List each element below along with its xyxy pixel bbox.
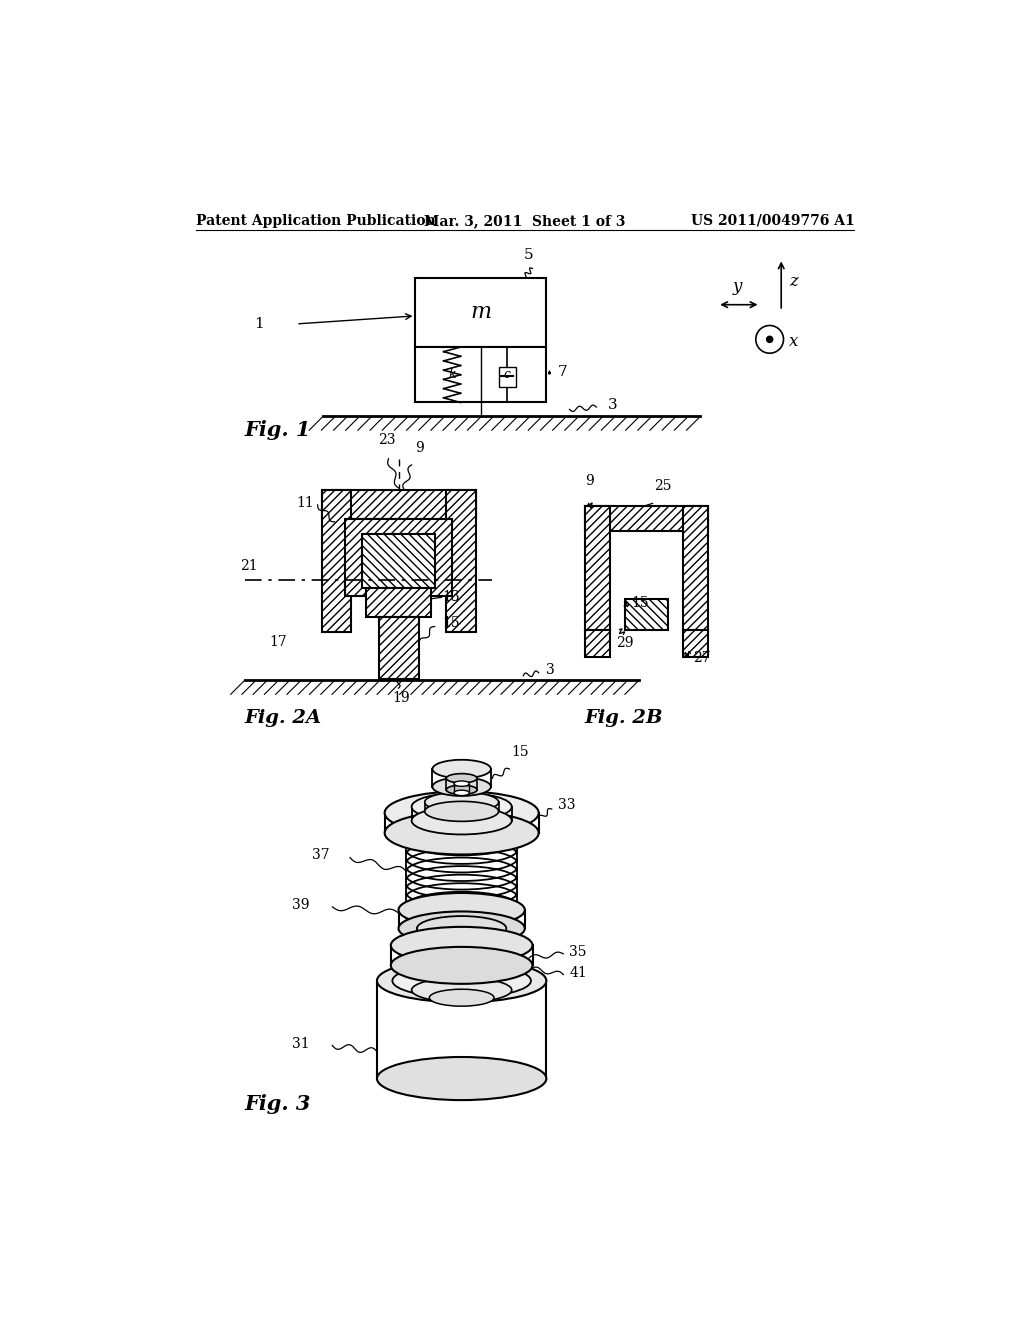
Text: 5: 5: [523, 248, 532, 261]
Ellipse shape: [417, 916, 506, 941]
Text: k: k: [449, 368, 456, 381]
Text: Fig. 2B: Fig. 2B: [585, 709, 664, 727]
Ellipse shape: [417, 933, 506, 958]
Bar: [379, 618, 419, 678]
Ellipse shape: [385, 792, 539, 834]
Text: 29: 29: [615, 636, 633, 649]
Ellipse shape: [446, 774, 477, 783]
Bar: [683, 507, 708, 631]
Text: Mar. 3, 2011  Sheet 1 of 3: Mar. 3, 2011 Sheet 1 of 3: [424, 214, 626, 228]
Ellipse shape: [392, 964, 531, 998]
Text: 33: 33: [558, 799, 575, 812]
Text: 9: 9: [585, 474, 594, 488]
Text: Fig. 1: Fig. 1: [245, 420, 311, 440]
Ellipse shape: [412, 807, 512, 834]
Ellipse shape: [398, 892, 525, 927]
Text: Patent Application Publication: Patent Application Publication: [196, 214, 435, 228]
Bar: [625, 599, 668, 630]
Text: 9: 9: [416, 441, 424, 455]
Ellipse shape: [377, 960, 547, 1002]
Text: 11: 11: [296, 496, 314, 511]
Bar: [416, 277, 547, 347]
Ellipse shape: [756, 326, 783, 354]
Text: 21: 21: [240, 560, 257, 573]
Ellipse shape: [432, 777, 490, 796]
Ellipse shape: [425, 792, 499, 812]
Text: 15: 15: [442, 616, 460, 631]
Bar: [345, 519, 453, 595]
Text: z: z: [788, 273, 798, 290]
Bar: [322, 490, 351, 632]
Text: 27: 27: [692, 651, 711, 665]
Text: 25: 25: [654, 479, 672, 494]
Text: 15: 15: [512, 744, 529, 759]
Text: 31: 31: [292, 1038, 310, 1051]
Text: 13: 13: [442, 590, 460, 605]
Ellipse shape: [454, 791, 469, 796]
Text: 7: 7: [558, 366, 567, 379]
Bar: [499, 367, 515, 387]
Bar: [446, 490, 475, 632]
Ellipse shape: [385, 812, 539, 854]
Ellipse shape: [377, 1057, 547, 1100]
Ellipse shape: [412, 978, 512, 1002]
Ellipse shape: [391, 946, 532, 983]
Bar: [683, 630, 708, 657]
Ellipse shape: [429, 989, 494, 1006]
Text: 17: 17: [269, 635, 287, 649]
Text: 37: 37: [311, 849, 329, 862]
Ellipse shape: [398, 911, 525, 945]
Text: Fig. 2A: Fig. 2A: [245, 709, 322, 727]
Bar: [585, 507, 708, 531]
Text: 39: 39: [292, 899, 309, 912]
Bar: [585, 507, 609, 631]
Bar: [367, 589, 431, 618]
Text: c: c: [504, 368, 511, 381]
Text: 41: 41: [569, 966, 587, 979]
Text: 3: 3: [547, 664, 555, 677]
Ellipse shape: [767, 337, 773, 342]
Ellipse shape: [391, 927, 532, 964]
Text: 15: 15: [631, 597, 648, 610]
Text: 23: 23: [379, 433, 396, 447]
Text: 3: 3: [608, 397, 617, 412]
Text: x: x: [788, 333, 799, 350]
Ellipse shape: [412, 793, 512, 821]
Text: 19: 19: [392, 692, 410, 705]
Ellipse shape: [425, 801, 499, 821]
Text: m: m: [470, 301, 492, 323]
Bar: [361, 535, 435, 589]
Ellipse shape: [446, 785, 477, 795]
Text: US 2011/0049776 A1: US 2011/0049776 A1: [690, 214, 854, 228]
Bar: [416, 347, 547, 403]
Text: 35: 35: [569, 945, 587, 958]
Text: 1: 1: [254, 317, 263, 331]
Bar: [585, 630, 609, 657]
Text: y: y: [732, 279, 742, 296]
Text: Fig. 3: Fig. 3: [245, 1094, 311, 1114]
Ellipse shape: [454, 781, 469, 787]
Bar: [322, 490, 475, 519]
Ellipse shape: [432, 760, 490, 779]
